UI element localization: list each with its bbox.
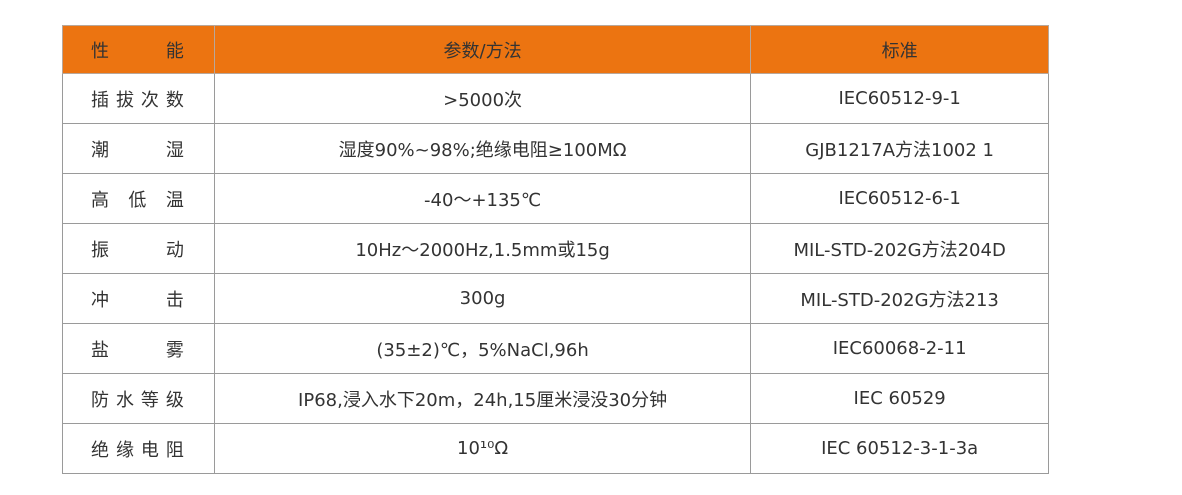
table-row: 盐雾 (35±2)℃，5%NaCl,96h IEC60068-2-11 [62, 323, 1049, 374]
table-cell: 插拔次数 [62, 73, 215, 124]
spec-table: 性能 参数/方法 标准 插拔次数 >5000次 IEC60512-9-1 潮湿 湿度90%~… [62, 25, 1049, 474]
table-cell: IEC60068-2-11 [750, 323, 1049, 374]
table-cell: 振动 [62, 223, 215, 274]
table-cell: 10¹⁰Ω [213, 423, 752, 474]
table-cell: IEC 60529 [750, 373, 1049, 424]
table-row: 绝缘电阻 10¹⁰Ω IEC 60512-3-1-3a [62, 423, 1049, 474]
table-cell: (35±2)℃，5%NaCl,96h [213, 323, 752, 374]
table-cell: 盐雾 [62, 323, 215, 374]
table-cell: IEC 60512-3-1-3a [750, 423, 1049, 474]
table-cell: GJB1217A方法1002 1 [750, 123, 1049, 174]
table-cell: 10Hz～2000Hz,1.5mm或15g [213, 223, 752, 274]
table-cell: 湿度90%~98%;绝缘电阻≥100MΩ [213, 123, 752, 174]
header-cell: 参数/方法 [213, 25, 752, 74]
table-cell: MIL-STD-202G方法204D [750, 223, 1049, 274]
table-row: 冲击 300g MIL-STD-202G方法213 [62, 273, 1049, 324]
table-cell: IP68,浸入水下20m，24h,15厘米浸没30分钟 [213, 373, 752, 424]
table-row: 插拔次数 >5000次 IEC60512-9-1 [62, 73, 1049, 124]
header-row: 性能 参数/方法 标准 [62, 25, 1049, 74]
table-cell: MIL-STD-202G方法213 [750, 273, 1049, 324]
table-row: 潮湿 湿度90%~98%;绝缘电阻≥100MΩ GJB1217A方法1002 1 [62, 123, 1049, 174]
table-cell: IEC60512-6-1 [750, 173, 1049, 224]
table-row: 振动 10Hz～2000Hz,1.5mm或15g MIL-STD-202G方法204… [62, 223, 1049, 274]
table-cell: IEC60512-9-1 [750, 73, 1049, 124]
table-cell: 300g [213, 273, 752, 324]
header-cell: 性能 [62, 25, 215, 74]
table-cell: 防水等级 [62, 373, 215, 424]
table-cell: 高低温 [62, 173, 215, 224]
table-cell: 绝缘电阻 [62, 423, 215, 474]
table-cell: 冲击 [62, 273, 215, 324]
table-cell: -40～+135℃ [213, 173, 752, 224]
table-cell: >5000次 [213, 73, 752, 124]
table-body: 插拔次数 >5000次 IEC60512-9-1 潮湿 湿度90%~98%;绝缘电阻≥1… [62, 73, 1049, 474]
table-header: 性能 参数/方法 标准 [62, 25, 1049, 74]
table-row: 高低温 -40～+135℃ IEC60512-6-1 [62, 173, 1049, 224]
table-cell: 潮湿 [62, 123, 215, 174]
header-cell: 标准 [750, 25, 1049, 74]
table-row: 防水等级 IP68,浸入水下20m，24h,15厘米浸没30分钟 IEC 60529 [62, 373, 1049, 424]
